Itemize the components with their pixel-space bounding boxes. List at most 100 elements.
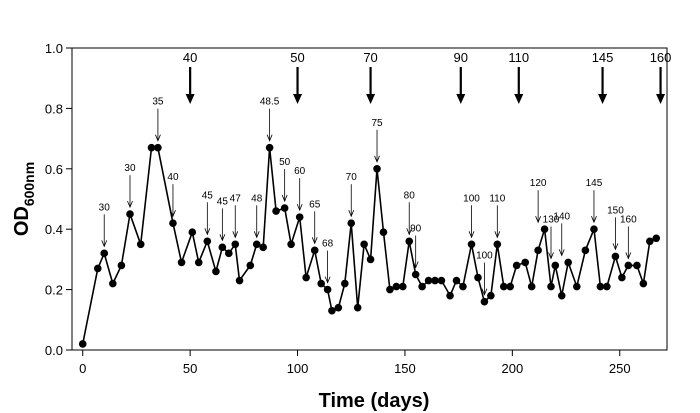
x-axis-title: Time (days) <box>319 390 430 412</box>
data-point <box>218 243 227 252</box>
dose-label: 40 <box>183 50 197 65</box>
dose-arrowhead <box>185 94 195 104</box>
data-point <box>334 303 343 312</box>
data-point <box>474 273 482 282</box>
annotation-label: 40 <box>167 172 179 183</box>
annotation-arrowhead <box>266 134 273 142</box>
data-point <box>437 276 446 285</box>
data-point <box>386 285 394 294</box>
data-point <box>405 237 414 246</box>
annotation-label: 65 <box>309 199 321 210</box>
series-group <box>78 143 661 348</box>
annotation-label: 100 <box>463 193 480 204</box>
data-point <box>373 165 381 173</box>
data-point <box>317 279 325 288</box>
y-tick-label: 1.0 <box>45 41 63 56</box>
data-point <box>506 282 514 291</box>
dose-label: 110 <box>508 50 529 65</box>
y-axis-title-main: OD <box>11 206 33 236</box>
x-tick-label: 100 <box>287 361 309 376</box>
data-point <box>126 210 134 218</box>
annotation-label: 35 <box>152 97 164 108</box>
data-point <box>418 282 426 291</box>
dose-arrowhead <box>366 94 376 104</box>
x-tick-label: 0 <box>79 361 86 376</box>
data-point <box>452 276 461 285</box>
y-tick-label: 0.8 <box>45 101 63 116</box>
annotation-arrowhead <box>311 237 318 245</box>
data-point <box>493 240 502 249</box>
plot-frame <box>71 47 668 351</box>
annotation-arrowhead <box>481 288 488 296</box>
annotation-arrowhead <box>127 200 133 209</box>
data-point <box>323 285 332 294</box>
annotation-label: 130 <box>543 214 560 225</box>
data-point <box>467 240 476 249</box>
y-tick-label: 0.2 <box>45 283 63 298</box>
annotation-label: 45 <box>202 190 214 201</box>
dose-arrowhead <box>598 94 608 104</box>
annotation-label: 75 <box>371 118 383 129</box>
data-point <box>564 258 572 267</box>
data-point <box>633 261 641 270</box>
annotation-arrowhead <box>219 234 226 242</box>
dose-arrowhead <box>293 94 303 104</box>
data-point <box>265 143 274 152</box>
y-tick-label: 0.6 <box>45 162 63 177</box>
annotation-label: 60 <box>294 166 306 177</box>
data-point <box>280 204 289 212</box>
data-point <box>347 219 356 227</box>
dose-label: 70 <box>363 50 377 65</box>
dose-label: 90 <box>454 50 468 65</box>
annotation-label: 110 <box>489 193 505 204</box>
data-point <box>411 270 420 279</box>
data-point <box>652 234 661 243</box>
annotation-arrowhead <box>296 203 303 212</box>
data-point <box>611 252 620 261</box>
annotation-arrowhead <box>101 240 108 248</box>
data-point <box>398 282 407 291</box>
data-point <box>534 246 542 255</box>
annotation-label: 100 <box>476 251 493 262</box>
data-point <box>431 276 439 285</box>
data-point <box>246 261 255 270</box>
data-point <box>487 291 495 300</box>
data-point <box>328 306 336 315</box>
data-point <box>446 291 454 300</box>
dose-arrowhead <box>656 94 666 104</box>
data-point <box>366 255 375 264</box>
data-point <box>596 282 605 291</box>
y-tick-label: 0.4 <box>45 222 63 237</box>
data-point <box>459 282 467 291</box>
data-point <box>527 282 536 291</box>
annotation-arrowhead <box>591 216 597 224</box>
big-annotations: 40 50 70 90 110 145 160 <box>183 50 671 104</box>
annotation-arrowhead <box>406 228 413 236</box>
annotation-label: 140 <box>553 211 570 222</box>
annotation-label: 30 <box>124 163 136 174</box>
data-point <box>136 240 145 249</box>
annotation-arrowhead <box>324 276 331 284</box>
annotation-arrowhead <box>253 231 260 239</box>
x-tick-label: 250 <box>609 361 631 376</box>
data-point <box>287 240 295 249</box>
x-tick-label: 50 <box>183 361 197 376</box>
annotation-label: 150 <box>607 205 624 216</box>
data-point <box>392 282 401 291</box>
y-axis-title: OD600nm <box>11 162 37 236</box>
annotation-arrowhead <box>232 231 239 239</box>
dose-arrowhead <box>456 94 466 104</box>
data-point <box>618 273 626 282</box>
data-point <box>572 282 581 291</box>
data-point <box>340 279 349 288</box>
annotation-arrowhead <box>155 134 161 142</box>
data-point <box>295 213 304 221</box>
data-point <box>603 282 611 291</box>
data-point <box>557 291 566 300</box>
data-point <box>235 276 244 285</box>
data-point <box>154 143 162 152</box>
data-point <box>353 303 362 312</box>
dose-label: 145 <box>592 50 614 65</box>
